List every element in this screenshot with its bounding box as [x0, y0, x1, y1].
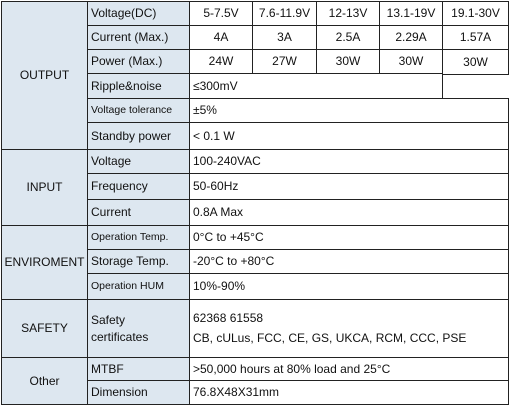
env-storage-row: Storage Temp. -20°C to +80°C [2, 249, 509, 274]
safety-cert-line-2: CB, cULus, FCC, CE, GS, UKCA, RCM, CCC, … [193, 331, 467, 345]
section-safety: SAFETY [1, 299, 88, 358]
param-output-current: Current (Max.) [87, 25, 190, 50]
value-current-3: 2.5A [316, 25, 380, 50]
param-frequency: Frequency [87, 173, 190, 200]
value-hum: 10%-90% [189, 273, 509, 300]
value-tolerance: ±5% [189, 98, 509, 123]
value-mtbf: >50,000 hours at 80% load and 25°C [189, 357, 509, 381]
value-power-5: 30W [442, 49, 509, 75]
param-output-power: Power (Max.) [87, 49, 190, 74]
value-input-voltage: 100-240VAC [189, 149, 509, 174]
param-output-voltage: Voltage(DC) [87, 1, 190, 26]
value-voltage-4: 13.1-19V [379, 1, 443, 26]
param-input-voltage: Voltage [87, 149, 190, 174]
output-standby-row: Standby power < 0.1 W [2, 122, 509, 150]
param-mtbf: MTBF [87, 357, 190, 381]
param-standby: Standby power [87, 122, 190, 150]
value-storage-temp: -20°C to +80°C [189, 249, 509, 274]
value-dimension: 76.8X48X31mm [189, 380, 509, 405]
safety-cert-line-1: 62368 61558 [193, 311, 264, 325]
param-dimension: Dimension [87, 380, 190, 405]
value-voltage-1: 5-7.5V [189, 1, 253, 26]
value-power-4: 30W [379, 49, 443, 74]
value-current-2: 3A [252, 25, 317, 50]
value-op-temp: 0°C to +45°C [189, 225, 509, 250]
output-voltage-row: OUTPUT Voltage(DC) 5-7.5V 7.6-11.9V 12-1… [1, 1, 509, 150]
param-ripple: Ripple&noise [87, 73, 190, 99]
value-current-4: 2.29A [379, 25, 443, 50]
section-output: OUTPUT [1, 1, 88, 150]
param-input-current: Current [87, 199, 190, 226]
input-voltage-row: INPUT Voltage 100-240VAC [1, 149, 509, 226]
value-current-5: 1.57A [442, 25, 509, 50]
safety-label-line-1: Safety [91, 312, 126, 327]
value-voltage-2: 7.6-11.9V [252, 1, 317, 26]
section-environment: ENVIROMENT [1, 225, 88, 300]
safety-row: SAFETY Safety certificates 62368 61558 C… [1, 299, 509, 358]
param-hum: Operation HUM [87, 273, 190, 300]
output-current-row: Current (Max.) 4A 3A 2.5A 2.29A 1.57A [2, 25, 509, 50]
output-power-row-tail: Ripple&noise ≤300mV [2, 73, 509, 99]
value-current-1: 4A [189, 25, 253, 50]
value-voltage-5: 19.1-30V [442, 1, 509, 26]
value-power-2: 27W [252, 49, 317, 74]
output-power-row: Power (Max.) 24W 27W 30W 30W 30W [2, 49, 509, 75]
value-input-current: 0.8A Max [189, 199, 509, 226]
value-frequency: 50-60Hz [189, 173, 509, 200]
param-op-temp: Operation Temp. [87, 225, 190, 250]
section-input: INPUT [1, 149, 88, 226]
value-voltage-3: 12-13V [316, 1, 380, 26]
value-ripple: ≤300mV [189, 73, 443, 99]
param-safety-certificates: Safety certificates [87, 299, 190, 358]
value-power-3: 30W [316, 49, 380, 74]
value-safety-certificates: 62368 61558 CB, cULus, FCC, CE, GS, UKCA… [189, 299, 509, 358]
other-mtbf-row: Other MTBF >50,000 hours at 80% load and… [1, 357, 509, 405]
param-tolerance: Voltage tolerance [87, 98, 190, 123]
other-dimension-row: Dimension 76.8X48X31mm [2, 380, 509, 405]
value-standby: < 0.1 W [189, 122, 509, 150]
section-other: Other [1, 357, 88, 405]
env-op-temp-row: ENVIROMENT Operation Temp. 0°C to +45°C [1, 225, 509, 300]
param-storage-temp: Storage Temp. [87, 249, 190, 274]
value-power-1: 24W [189, 49, 253, 74]
safety-label-line-2: certificates [91, 329, 149, 344]
